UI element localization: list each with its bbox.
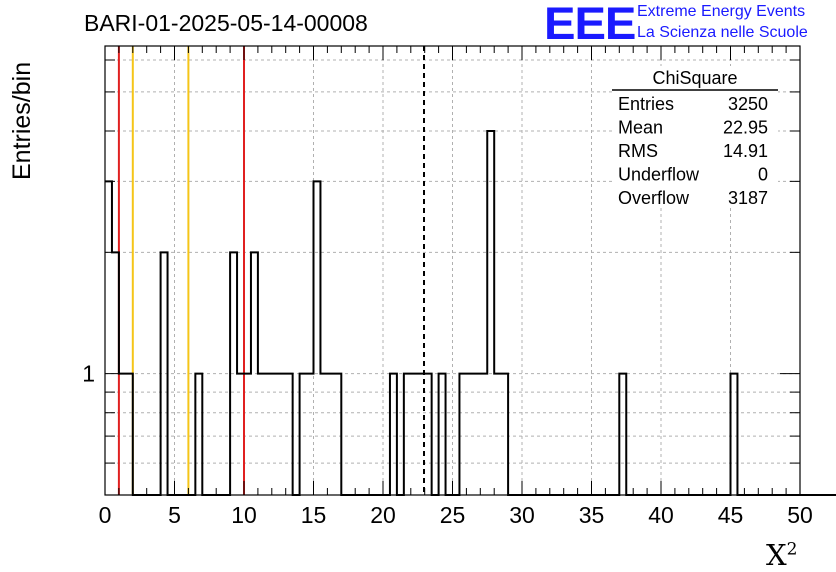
x-tick-label: 40 [648,502,674,528]
chart-title: BARI-01-2025-05-14-00008 [84,10,368,36]
x-tick-label: 15 [301,502,327,528]
x-tick-label: 20 [370,502,396,528]
x-axis-label-sup: 2 [786,539,798,560]
stats-value: 22.95 [723,118,768,138]
x-tick-label: 0 [99,502,112,528]
stats-value: 3250 [728,94,768,114]
x-axis: 0 5 10 15 20 25 30 35 40 45 50 [99,46,813,528]
stats-label: Entries [618,94,674,114]
eee-logo: EEE [544,0,636,49]
stats-value: 14.91 [723,141,768,161]
y-axis: 1 [82,59,800,464]
x-tick-label: 10 [231,502,257,528]
x-axis-label-base: X [766,538,787,572]
x-axis-label: X2 [766,538,797,572]
logo-subtitle-line2: La Scienza nelle Scuole [637,24,808,41]
y-tick-label: 1 [82,361,95,387]
stats-label: Underflow [618,165,700,185]
stats-label: Overflow [618,188,690,208]
stats-label: Mean [618,118,663,138]
stats-title: ChiSquare [652,68,737,88]
x-tick-label: 30 [509,502,535,528]
marker-lines [117,46,426,495]
x-tick-label: 45 [718,502,744,528]
stats-label: RMS [618,141,658,161]
x-tick-label: 35 [579,502,605,528]
x-tick-label: 25 [440,502,466,528]
x-tick-label: 5 [168,502,181,528]
stats-value: 3187 [728,188,768,208]
logo-subtitle-line1: Extreme Energy Events [637,3,806,20]
stats-box: ChiSquare Entries 3250 Mean 22.95 RMS 14.91 Und… [612,66,778,208]
x-tick-label: 50 [787,502,813,528]
histogram-line [105,129,836,496]
stats-value: 0 [758,165,768,185]
histogram-series [105,129,836,496]
